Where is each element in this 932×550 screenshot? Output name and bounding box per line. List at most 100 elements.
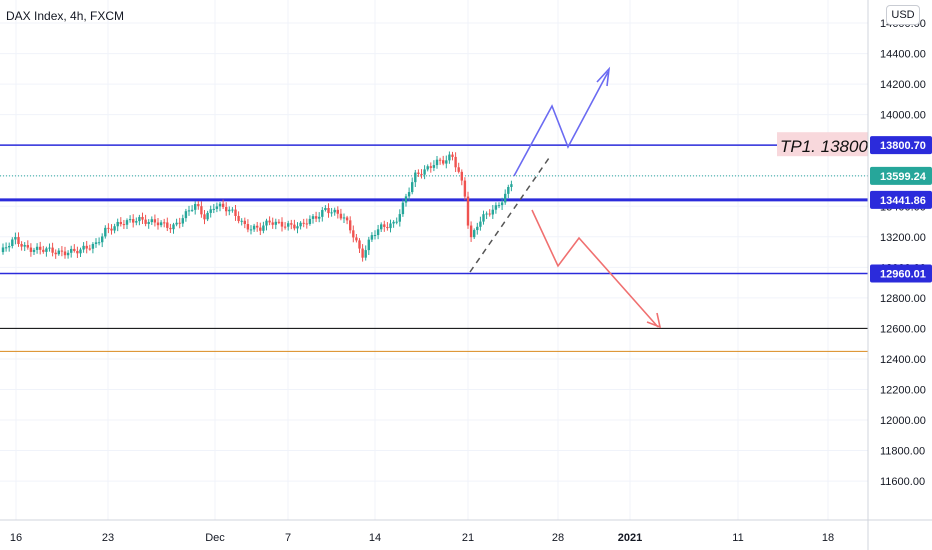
tp-annotation-bg — [777, 132, 868, 157]
tp-annotation-text: TP1. 13800 — [780, 137, 868, 156]
candle-body — [352, 230, 355, 238]
price-label-bg — [870, 166, 932, 185]
candle-body — [125, 220, 129, 225]
x-tick-label: 21 — [462, 532, 474, 544]
candle-body — [181, 218, 184, 224]
candle-body — [361, 248, 364, 258]
candle-body — [358, 240, 361, 249]
candle-body — [311, 216, 315, 219]
candle-body — [178, 222, 181, 224]
candle-body — [438, 159, 442, 161]
candle-body — [218, 203, 222, 207]
candle-body — [504, 193, 507, 203]
candle-body — [231, 209, 234, 211]
y-tick-label: 12000.00 — [880, 415, 926, 427]
price-label: 13599.24 — [880, 171, 927, 183]
candle-body — [60, 250, 64, 252]
candle-body — [451, 154, 454, 157]
candle-body — [302, 222, 305, 224]
candle-body — [510, 184, 513, 188]
candle-body — [274, 221, 277, 225]
candle-body — [491, 209, 494, 215]
candle-body — [283, 226, 287, 228]
candle-body — [420, 173, 423, 175]
x-tick-label: 14 — [369, 532, 381, 544]
candle-body — [29, 247, 33, 252]
candle-body — [327, 207, 330, 214]
candle-body — [169, 227, 172, 230]
candle-body — [144, 219, 147, 224]
candle-body — [141, 216, 144, 220]
candle-body — [500, 202, 504, 206]
candle-body — [268, 220, 271, 223]
candle-body — [203, 214, 206, 220]
candle-body — [256, 225, 259, 228]
candle-body — [290, 223, 293, 225]
candle-body — [488, 213, 491, 215]
candle-body — [479, 221, 482, 227]
candle-body — [262, 225, 265, 231]
candle-body — [228, 209, 231, 212]
y-tick-label: 12600.00 — [880, 323, 926, 335]
candle-body — [473, 230, 476, 238]
candle-body — [116, 221, 119, 227]
candle-body — [91, 244, 95, 249]
candle-body — [411, 182, 414, 193]
candle-body — [367, 239, 370, 251]
candle-body — [469, 225, 473, 238]
candle-body — [88, 248, 91, 250]
candle-body — [389, 223, 392, 229]
candle-body — [482, 214, 485, 222]
candle-body — [132, 219, 135, 223]
candle-body — [14, 237, 17, 240]
candle-body — [23, 245, 26, 247]
candle-body — [442, 160, 445, 164]
horizontal-levels[interactable] — [0, 144, 868, 352]
candle-body — [212, 208, 215, 210]
chart-title: DAX Index, 4h, FXCM — [6, 9, 125, 23]
y-tick-label: 11800.00 — [880, 446, 925, 458]
time-axis[interactable]: 16 23 Dec 7 14 21 28 2021 11 18 — [0, 519, 932, 544]
candle-body — [308, 218, 312, 225]
y-tick-label: 14400.00 — [880, 49, 926, 61]
candle-body — [119, 221, 122, 225]
candle-body — [135, 221, 138, 223]
candle-body — [48, 247, 51, 249]
candle-body — [293, 224, 296, 229]
candle-body — [197, 204, 200, 207]
candle-body — [299, 222, 302, 227]
candle-body — [200, 206, 203, 215]
candle-body — [237, 215, 240, 222]
candle-body — [271, 222, 274, 225]
candle-body — [4, 247, 8, 249]
candle-body — [190, 209, 194, 211]
candle-body — [349, 220, 352, 231]
candle-body — [42, 249, 45, 252]
y-tick-label: 13200.00 — [880, 232, 926, 244]
candle-body — [342, 217, 346, 219]
candle-body — [395, 221, 398, 223]
candle-body — [128, 219, 132, 221]
candle-body — [175, 222, 178, 225]
candle-body — [392, 221, 395, 224]
y-tick-label: 14200.00 — [880, 79, 926, 91]
candle-body — [305, 223, 308, 225]
x-tick-label: Dec — [205, 532, 225, 544]
candle-body — [163, 222, 166, 224]
x-tick-label: 16 — [10, 532, 22, 544]
candle-body — [243, 220, 246, 225]
candle-body — [445, 160, 448, 164]
candle-body — [79, 249, 82, 254]
candle-body — [225, 207, 228, 212]
x-tick-label: 23 — [102, 532, 114, 544]
currency-button[interactable]: USD — [886, 5, 920, 25]
candle-body — [76, 250, 79, 254]
candle-body — [63, 251, 67, 256]
candle-body — [321, 209, 324, 217]
candle-body — [147, 222, 150, 224]
trend-drawings[interactable]: TP1. 13800 — [469, 66, 868, 329]
candle-body — [122, 224, 126, 226]
candle-body — [345, 217, 349, 221]
bullish-arrow-head — [596, 66, 611, 87]
